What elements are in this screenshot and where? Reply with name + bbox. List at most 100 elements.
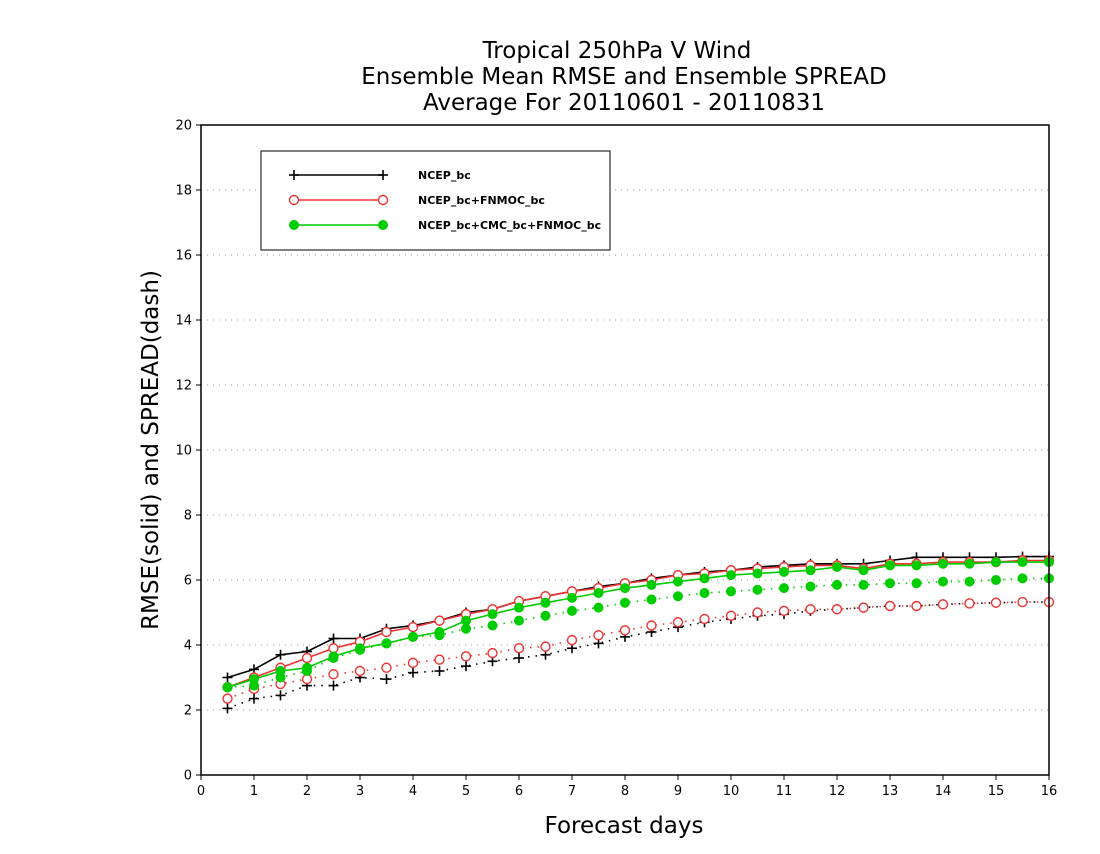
rmse-point [593, 588, 604, 598]
legend-marker [289, 170, 299, 180]
legend-marker [378, 220, 388, 230]
spread-point [938, 576, 948, 587]
spread-point [725, 610, 737, 621]
x-tick-label: 1 [250, 784, 258, 799]
x-tick-label: 7 [568, 784, 576, 799]
legend-entry-1: NCEP_bc+FNMOC_bc [288, 194, 545, 207]
spread-point [831, 604, 843, 615]
spread-point [752, 607, 763, 618]
rmse-line [227, 559, 1049, 689]
x-tick-label: 6 [515, 784, 523, 799]
y-tick-label: 20 [175, 119, 192, 134]
rmse-point [222, 672, 233, 683]
spread-point [858, 602, 869, 613]
spread-point [408, 667, 418, 678]
spread-point [832, 579, 842, 590]
spread-line [227, 577, 1049, 689]
rmse-point [249, 674, 259, 685]
spread-point [461, 661, 471, 672]
rmse-point [858, 565, 869, 576]
x-tick-label: 8 [621, 784, 629, 799]
spread-point [381, 674, 392, 685]
title-line-3: Average For 20110601 - 20110831 [423, 90, 825, 116]
rmse-point [540, 597, 551, 608]
spread-point [699, 588, 710, 598]
spread-point [646, 620, 657, 631]
spread-point [964, 576, 975, 587]
spread-point [884, 600, 896, 612]
series-2 [222, 557, 1054, 693]
rmse-point [885, 560, 895, 571]
spread-point [567, 605, 577, 616]
y-axis-label: RMSE(solid) and SPREAD(dash) [138, 270, 164, 630]
rmse-point [567, 592, 577, 603]
spread-point [805, 604, 816, 615]
x-tick-label: 3 [356, 784, 364, 799]
spread-point [672, 617, 684, 628]
y-tick-label: 16 [175, 249, 192, 264]
legend-label: NCEP_bc+CMC_bc+FNMOC_bc [418, 219, 601, 232]
rmse-point [514, 602, 524, 613]
rmse-point [487, 609, 498, 620]
rmse-point [991, 557, 1001, 568]
spread-point [620, 597, 630, 608]
y-tick-label: 4 [184, 639, 192, 654]
spread-point [964, 598, 975, 609]
title-line-1: Tropical 250hPa V Wind [482, 38, 752, 64]
spread-point [513, 643, 525, 654]
rmse-point [964, 558, 975, 569]
spread-point [911, 578, 922, 589]
x-tick-label: 12 [829, 784, 846, 799]
spread-point [673, 591, 683, 602]
x-axis-label: Forecast days [545, 813, 704, 839]
rmse-point [328, 651, 339, 662]
legend-marker [289, 220, 299, 230]
spread-point [726, 586, 736, 597]
legend-label: NCEP_bc [418, 169, 471, 182]
y-tick-label: 0 [184, 769, 192, 784]
spread-line [227, 601, 1049, 710]
chart-title: Tropical 250hPa V Wind Ensemble Mean RMS… [361, 38, 886, 116]
spread-point [328, 680, 339, 691]
title-line-2: Ensemble Mean RMSE and Ensemble SPREAD [361, 64, 886, 90]
legend-entry-0: NCEP_bc [289, 169, 471, 182]
rmse-point [779, 566, 789, 577]
y-tick-label: 2 [184, 704, 192, 719]
legend-marker [288, 194, 300, 206]
rmse-point [222, 682, 233, 693]
spread-point [540, 641, 551, 652]
rmse-point [381, 626, 392, 638]
rmse-point [328, 633, 339, 644]
legend-label: NCEP_bc+FNMOC_bc [418, 194, 545, 207]
rmse-point [1017, 557, 1028, 568]
x-tick-label: 5 [462, 784, 470, 799]
spread-point [991, 575, 1001, 585]
rmse-point [832, 562, 842, 572]
spread-point [779, 583, 789, 594]
spread-point [249, 693, 259, 704]
legend-entry-2: NCEP_bc+CMC_bc+FNMOC_bc [289, 219, 601, 232]
rmse-point [301, 652, 313, 664]
rmse-line [227, 555, 1049, 679]
spread-point [752, 584, 763, 595]
spread-point [937, 599, 949, 610]
y-tick-label: 14 [175, 314, 192, 329]
rmse-point [752, 568, 763, 579]
spread-point [354, 665, 366, 677]
x-tick-label: 9 [674, 784, 682, 799]
rmse-point [407, 621, 419, 633]
spread-point [381, 662, 392, 673]
spread-point [805, 581, 816, 592]
rmse-point [938, 558, 948, 569]
spread-point [514, 615, 524, 626]
spread-point [885, 578, 895, 589]
rmse-point [355, 643, 365, 654]
spread-point [619, 625, 631, 636]
y-tick-label: 18 [175, 184, 192, 199]
y-tick-label: 10 [175, 444, 192, 459]
x-tick-label: 0 [197, 784, 205, 799]
legend: NCEP_bc NCEP_bc+FNMOC_bc NCEP_bc+CMC_bc+FN… [260, 150, 611, 251]
series-layer [222, 551, 1055, 714]
